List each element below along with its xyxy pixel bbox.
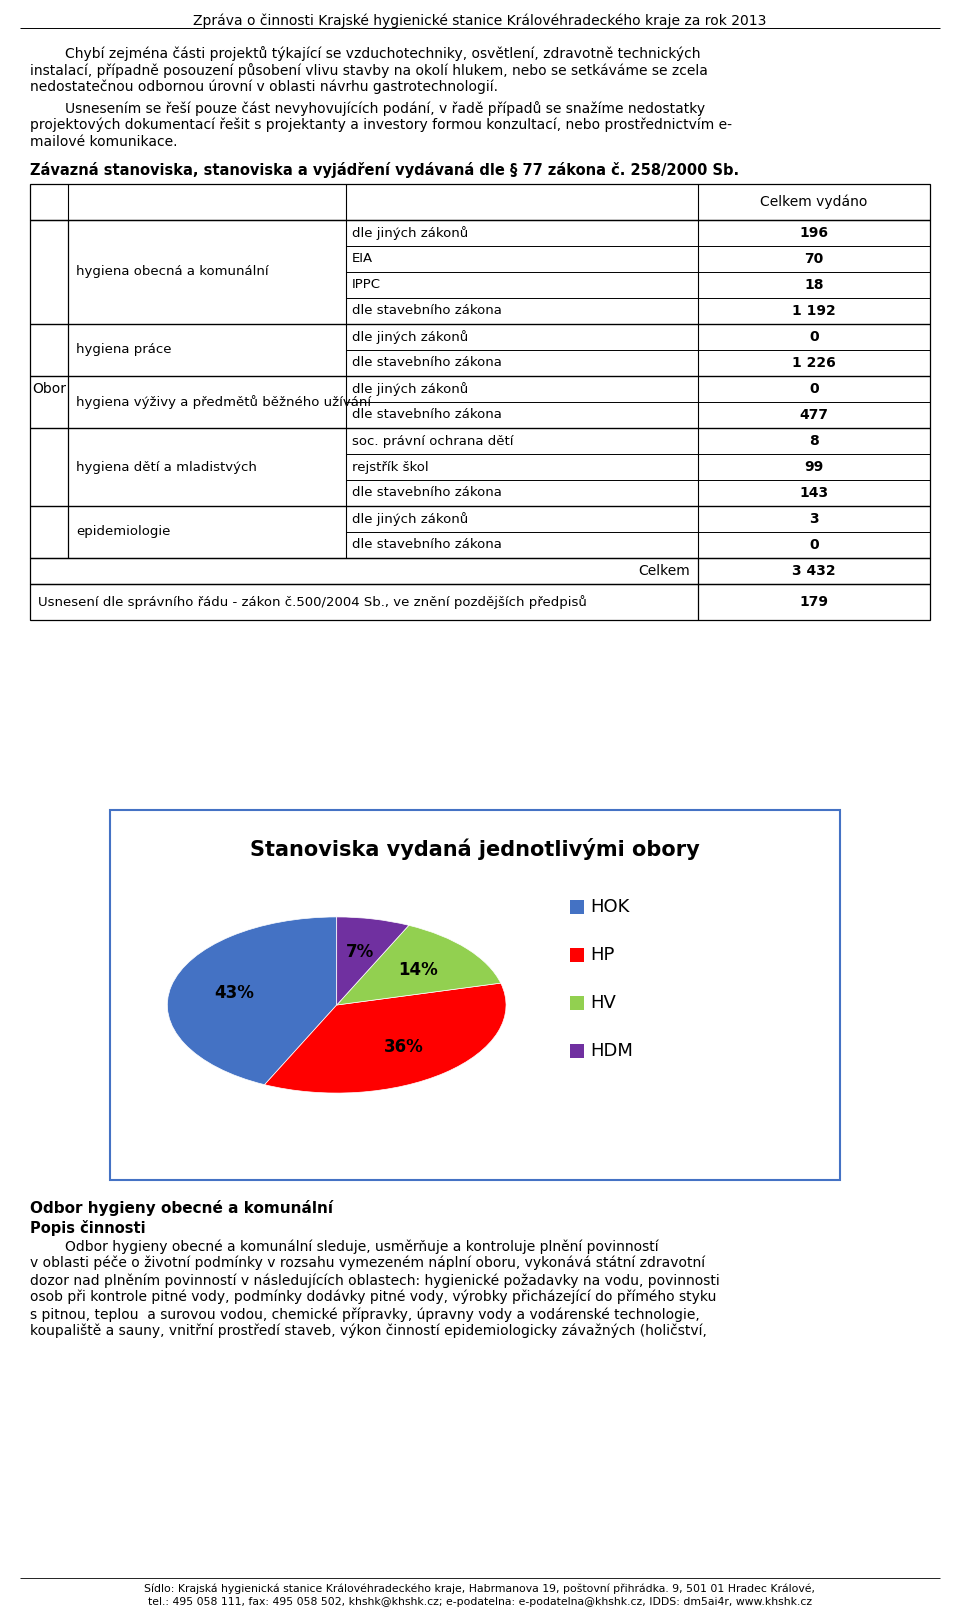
Bar	[30, 558, 930, 584]
Text: Chybí zejména části projektů týkající se vzduchotechniky, osvětlení, zdravotně t: Chybí zejména části projektů týkající se…	[30, 47, 701, 61]
Text: dozor nad plněním povinností v následujících oblastech: hygienické požadavky na : dozor nad plněním povinností v následují…	[30, 1273, 720, 1287]
Text: Popis činnosti: Popis činnosti	[30, 1219, 146, 1236]
Text: dle jiných zákonů: dle jiných zákonů	[352, 226, 468, 240]
Text: tel.: 495 058 111, fax: 495 058 502, khshk@khshk.cz; e-podatelna: e-podatelna@kh: tel.: 495 058 111, fax: 495 058 502, khs…	[148, 1597, 812, 1607]
Text: Sídlo: Krajská hygienická stanice Královéhradeckého kraje, Habrmanova 19, poštov: Sídlo: Krajská hygienická stanice Králov…	[145, 1582, 815, 1594]
Text: dle stavebního zákona: dle stavebního zákona	[352, 487, 502, 500]
Bar	[30, 219, 930, 558]
Text: 7%: 7%	[346, 942, 373, 961]
Text: 143: 143	[800, 486, 828, 500]
Text: instalací, případně posouzení působení vlivu stavby na okolí hlukem, nebo se set: instalací, případně posouzení působení v…	[30, 63, 708, 77]
Text: mailové komunikace.: mailové komunikace.	[30, 135, 178, 148]
Text: 70: 70	[804, 252, 824, 266]
Text: s pitnou, teplou  a surovou vodou, chemické přípravky, úpravny vody a vodárenské: s pitnou, teplou a surovou vodou, chemic…	[30, 1307, 700, 1321]
Text: rejstřík škol: rejstřík škol	[352, 460, 428, 474]
Text: Zpráva o činnosti Krajské hygienické stanice Královéhradeckého kraje za rok 2013: Zpráva o činnosti Krajské hygienické sta…	[193, 15, 767, 29]
Text: dle stavebního zákona: dle stavebního zákona	[352, 408, 502, 421]
Text: 0: 0	[809, 382, 819, 397]
Text: HV: HV	[589, 994, 615, 1011]
Text: dle stavebního zákona: dle stavebního zákona	[352, 305, 502, 318]
Text: HOK: HOK	[589, 898, 629, 916]
Text: osob při kontrole pitné vody, podmínky dodávky pitné vody, výrobky přicházející : osob při kontrole pitné vody, podmínky d…	[30, 1290, 716, 1305]
Wedge shape	[337, 916, 409, 1005]
Text: HDM: HDM	[589, 1042, 633, 1060]
Text: 196: 196	[800, 226, 828, 240]
Text: IPPC: IPPC	[352, 279, 381, 292]
Text: Celkem: Celkem	[638, 565, 690, 577]
Bar	[30, 184, 930, 219]
Text: Závazná stanoviska, stanoviska a vyjádření vydávaná dle § 77 zákona č. 258/2000 : Závazná stanoviska, stanoviska a vyjádře…	[30, 161, 739, 177]
Text: EIA: EIA	[352, 253, 373, 266]
Text: Celkem vydáno: Celkem vydáno	[760, 195, 868, 210]
Bar	[570, 1044, 584, 1058]
Text: 99: 99	[804, 460, 824, 474]
Text: 14%: 14%	[397, 961, 438, 979]
Text: dle stavebního zákona: dle stavebního zákona	[352, 356, 502, 369]
Bar	[570, 900, 584, 915]
Text: 1 226: 1 226	[792, 356, 836, 369]
Text: projektových dokumentací řešit s projektanty a investory formou konzultací, nebo: projektových dokumentací řešit s projekt…	[30, 118, 732, 132]
Text: Usnesením se řeší pouze část nevyhovujících podání, v řadě případů se snažíme ne: Usnesením se řeší pouze část nevyhovujíc…	[30, 102, 706, 116]
Text: 3 432: 3 432	[792, 565, 836, 577]
Text: 0: 0	[809, 331, 819, 344]
Text: nedostatečnou odbornou úrovní v oblasti návrhu gastrotechnologií.: nedostatečnou odbornou úrovní v oblasti …	[30, 81, 498, 95]
Text: hygiena obecná a komunální: hygiena obecná a komunální	[76, 266, 269, 279]
Wedge shape	[265, 982, 506, 1094]
Text: dle jiných zákonů: dle jiných zákonů	[352, 382, 468, 395]
Text: 18: 18	[804, 277, 824, 292]
Text: Obor: Obor	[32, 382, 66, 397]
Text: koupaliště a sauny, vnitřní prostředí staveb, výkon činností epidemiologicky záv: koupaliště a sauny, vnitřní prostředí st…	[30, 1324, 707, 1339]
Text: 179: 179	[800, 595, 828, 610]
Bar	[570, 995, 584, 1010]
Text: hygiena práce: hygiena práce	[76, 344, 172, 356]
Text: 36%: 36%	[384, 1039, 423, 1057]
Text: 3: 3	[809, 511, 819, 526]
Text: 8: 8	[809, 434, 819, 448]
Wedge shape	[167, 916, 337, 1084]
Text: Odbor hygieny obecné a komunální sleduje, usměrňuje a kontroluje plnění povinnos: Odbor hygieny obecné a komunální sleduje…	[30, 1239, 659, 1253]
Text: 0: 0	[809, 539, 819, 552]
Text: dle stavebního zákona: dle stavebního zákona	[352, 539, 502, 552]
Wedge shape	[337, 926, 501, 1005]
Text: epidemiologie: epidemiologie	[76, 526, 170, 539]
Bar	[110, 810, 840, 1181]
Text: 1 192: 1 192	[792, 303, 836, 318]
Text: hygiena výživy a předmětů běžného užívání: hygiena výživy a předmětů běžného užíván…	[76, 395, 372, 410]
Text: Odbor hygieny obecné a komunální: Odbor hygieny obecné a komunální	[30, 1200, 333, 1216]
Bar	[570, 948, 584, 961]
Text: hygiena dětí a mladistvých: hygiena dětí a mladistvých	[76, 460, 257, 474]
Bar	[30, 584, 930, 619]
Text: HP: HP	[589, 945, 614, 965]
Text: Usnesení dle správního řádu - zákon č.500/2004 Sb., ve znění pozdějších předpisů: Usnesení dle správního řádu - zákon č.50…	[38, 595, 587, 610]
Text: 477: 477	[800, 408, 828, 423]
Text: dle jiných zákonů: dle jiných zákonů	[352, 511, 468, 526]
Text: Stanoviska vydaná jednotlivými obory: Stanoviska vydaná jednotlivými obory	[251, 839, 700, 860]
Text: soc. právní ochrana dětí: soc. právní ochrana dětí	[352, 434, 514, 447]
Text: 43%: 43%	[214, 984, 254, 1002]
Text: dle jiných zákonů: dle jiných zákonů	[352, 331, 468, 344]
Text: v oblasti péče o životní podmínky v rozsahu vymezeném náplní oboru, vykonává stá: v oblasti péče o životní podmínky v rozs…	[30, 1257, 706, 1271]
